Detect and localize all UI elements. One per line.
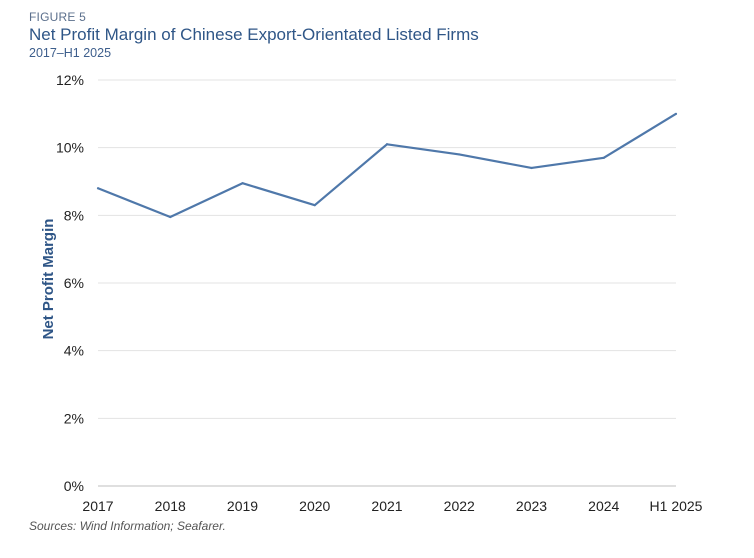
x-tick-labels: 2017 2018 2019 2020 2021 2022 2023 2024 H1 2025 [82,498,702,514]
x-tick-label: 2020 [299,498,330,514]
x-tick-label: H1 2025 [650,498,703,514]
y-tick-label: 8% [64,207,84,223]
x-tick-label: 2024 [588,498,619,514]
data-point [602,156,605,159]
y-axis-label: Net Profit Margin [40,219,57,340]
data-point [96,187,100,190]
x-tick-label: 2021 [371,498,402,514]
y-tick-labels: 0% 2% 4% 6% 8% 10% 12% [56,72,84,494]
x-tick-label: 2022 [444,498,475,514]
y-tick-label: 10% [56,140,84,156]
chart-title: Net Profit Margin of Chinese Export-Orie… [29,25,479,44]
y-tick-label: 2% [64,410,84,426]
gridlines [98,79,676,487]
data-point [674,112,678,115]
data-point [313,204,316,207]
series-lines [96,112,678,219]
y-tick-label: 0% [64,478,84,494]
series-line [97,112,677,219]
data-point [458,153,461,156]
y-tick-label: 6% [64,275,84,291]
x-tick-label: 2019 [227,498,258,514]
figure-label: FIGURE 5 [29,10,86,24]
y-tick-label: 4% [64,343,84,359]
data-point [241,182,244,185]
source-note: Sources: Wind Information; Seafarer. [29,519,226,533]
x-tick-label: 2018 [155,498,186,514]
chart-subtitle: 2017–H1 2025 [29,46,112,60]
data-point [169,215,172,219]
data-point [530,166,533,170]
x-tick-label: 2017 [82,498,113,514]
x-tick-label: 2023 [516,498,547,514]
y-tick-label: 12% [56,72,84,88]
data-point [385,143,389,146]
